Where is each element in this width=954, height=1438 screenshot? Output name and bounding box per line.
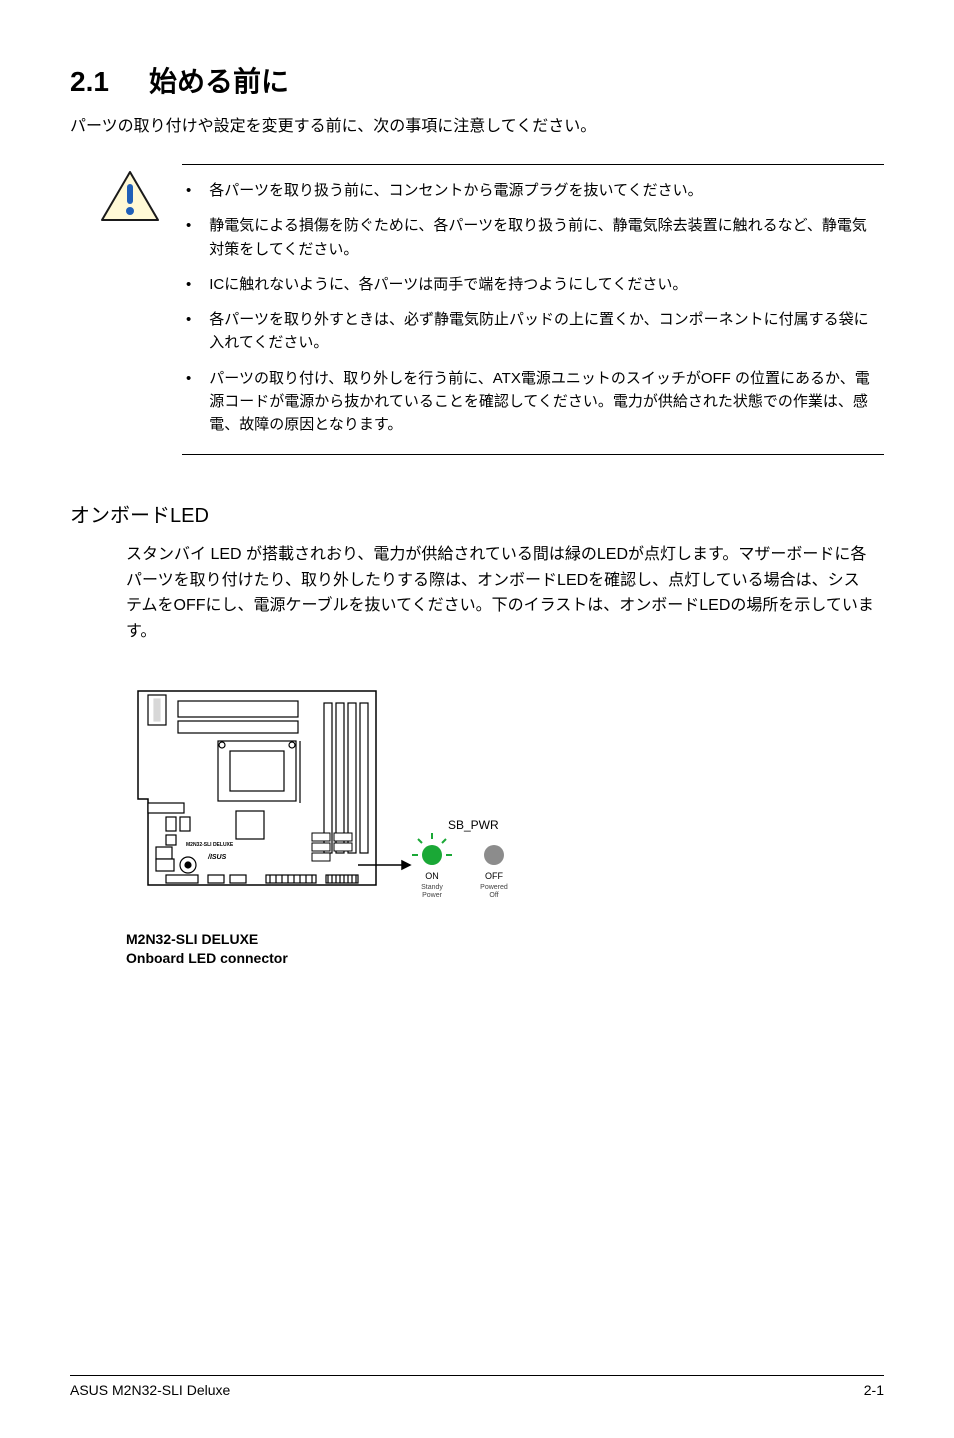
on-sub2: Power <box>422 892 443 899</box>
section-number: 2.1 <box>70 66 109 98</box>
list-text: ICに触れないように、各パーツは両手で端を持つようにしてください。 <box>209 273 687 296</box>
caution-box: •各パーツを取り扱う前に、コンセントから電源プラグを抜いてください。 •静電気に… <box>100 164 884 455</box>
section-title: 始める前に <box>149 60 289 100</box>
footer-left: ASUS M2N32-SLI Deluxe <box>70 1382 230 1398</box>
off-sub2: Off <box>489 892 498 899</box>
page-footer: ASUS M2N32-SLI Deluxe 2-1 <box>70 1375 884 1398</box>
board-label: M2N32-SLI DELUXE <box>186 842 234 848</box>
caution-list: •各パーツを取り扱う前に、コンセントから電源プラグを抜いてください。 •静電気に… <box>182 164 884 455</box>
list-text: 静電気による損傷を防ぐために、各パーツを取り扱う前に、静電気除去装置に触れるなど… <box>209 214 880 261</box>
on-sub1: Standy <box>421 884 443 891</box>
list-item: •静電気による損傷を防ぐために、各パーツを取り扱う前に、静電気除去装置に触れるな… <box>186 214 880 261</box>
led-on-icon <box>412 833 452 865</box>
onboard-led-heading: オンボードLED <box>70 499 884 528</box>
caption-line-1: M2N32-SLI DELUXE <box>126 930 884 949</box>
off-sub1: Powered <box>480 884 508 891</box>
off-label: OFF <box>485 871 503 881</box>
intro-paragraph: パーツの取り付けや設定を変更する前に、次の事項に注意してください。 <box>70 112 884 136</box>
caption-line-2: Onboard LED connector <box>126 949 884 968</box>
on-label: ON <box>425 871 439 881</box>
section-heading: 2.1 始める前に <box>70 60 884 100</box>
led-off-icon <box>484 845 504 865</box>
list-item: •パーツの取り付け、取り外しを行う前に、ATX電源ユニットのスイッチがOFF の… <box>186 367 880 437</box>
list-item: •各パーツを取り扱う前に、コンセントから電源プラグを抜いてください。 <box>186 179 880 202</box>
brand-label: /ISUS <box>207 854 227 861</box>
list-text: 各パーツを取り外すときは、必ず静電気防止パッドの上に置くか、コンポーネントに付属… <box>209 308 880 355</box>
onboard-led-paragraph: スタンバイ LED が搭載されおり、電力が供給されている間は緑のLEDが点灯しま… <box>126 542 874 644</box>
footer-right: 2-1 <box>864 1382 884 1398</box>
list-item: •ICに触れないように、各パーツは両手で端を持つようにしてください。 <box>186 273 880 296</box>
diagram-caption: M2N32-SLI DELUXE Onboard LED connector <box>126 930 884 968</box>
sb-pwr-label: SB_PWR <box>448 818 499 832</box>
board-diagram: M2N32-SLI DELUXE /ISUS SB_PWR ON Standy … <box>126 679 884 968</box>
list-text: 各パーツを取り扱う前に、コンセントから電源プラグを抜いてください。 <box>209 179 702 202</box>
caution-icon <box>100 164 160 227</box>
list-item: •各パーツを取り外すときは、必ず静電気防止パッドの上に置くか、コンポーネントに付… <box>186 308 880 355</box>
list-text: パーツの取り付け、取り外しを行う前に、ATX電源ユニットのスイッチがOFF の位… <box>209 367 880 437</box>
